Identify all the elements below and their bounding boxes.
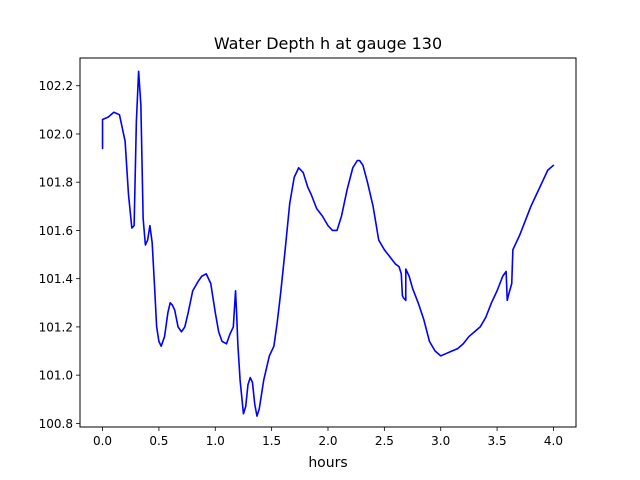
y-tick-label: 101.4 — [39, 272, 73, 286]
y-tick-label: 102.2 — [39, 79, 73, 93]
y-tick-label: 101.2 — [39, 320, 73, 334]
x-tick-label: 4.0 — [544, 434, 563, 448]
chart-title: Water Depth h at gauge 130 — [214, 34, 442, 53]
x-tick-label: 1.0 — [206, 434, 225, 448]
y-tick-label: 101.6 — [39, 224, 73, 238]
y-tick-label: 100.8 — [39, 417, 73, 431]
x-tick-label: 2.5 — [375, 434, 394, 448]
x-axis-label: hours — [308, 455, 347, 471]
series-line-0 — [101, 70, 555, 417]
x-tick-label: 1.5 — [262, 434, 281, 448]
x-tick-label: 0.0 — [93, 434, 112, 448]
x-tick-label: 0.5 — [149, 434, 168, 448]
x-tick-label: 3.0 — [431, 434, 450, 448]
plot-area: 0.0 0.5 1.0 1.5 2.0 2.5 3.0 3.5 4.0 100.8 101.0 101… — [39, 57, 577, 448]
y-tick-label: 101.0 — [39, 369, 73, 383]
x-tick-label: 3.5 — [488, 434, 507, 448]
x-tick-label: 2.0 — [318, 434, 337, 448]
y-tick-label: 101.8 — [39, 176, 73, 190]
y-tick-label: 102.0 — [39, 127, 73, 141]
